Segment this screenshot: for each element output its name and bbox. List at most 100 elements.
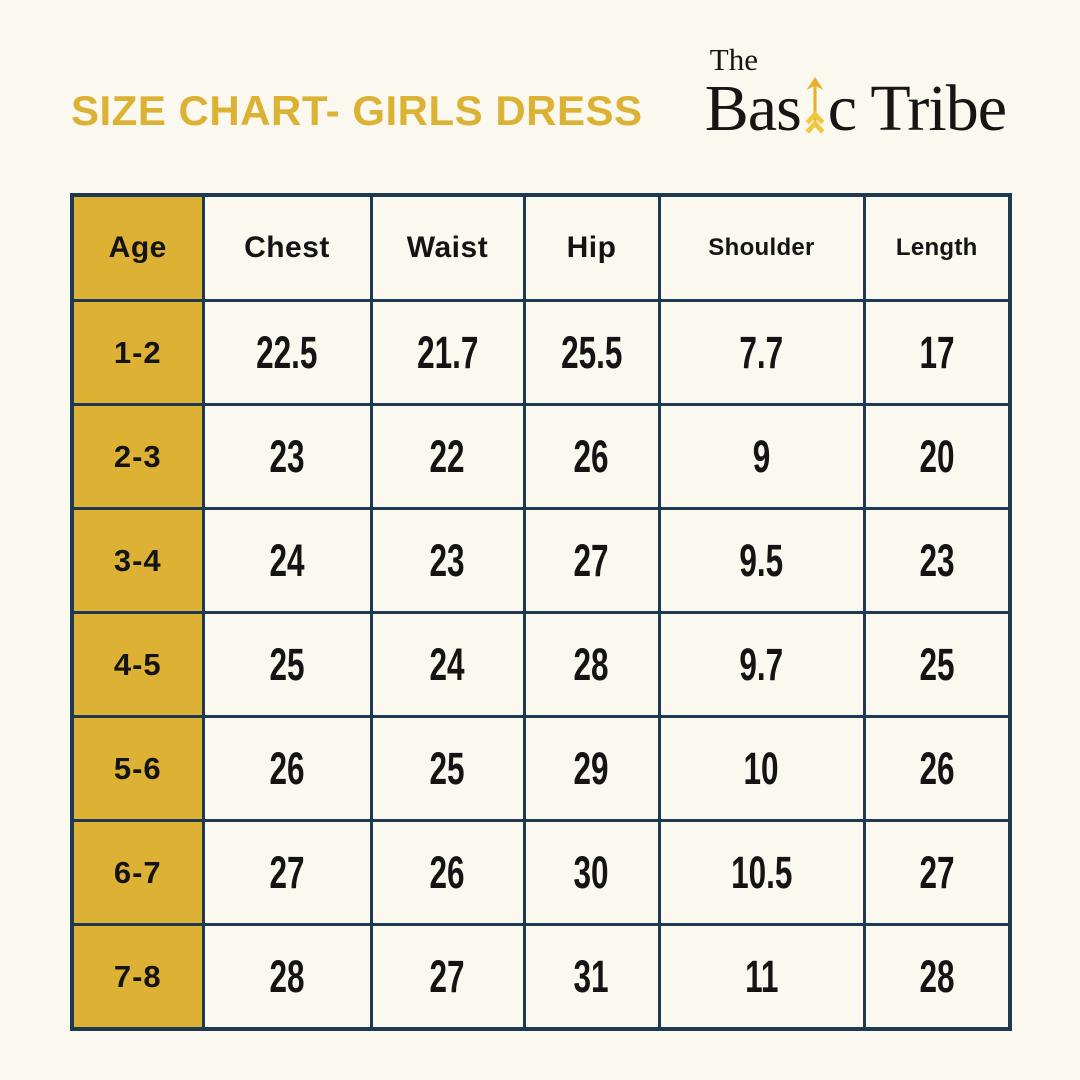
cell-value: 4-5 bbox=[113, 646, 162, 682]
waist-cell: 21.7 bbox=[369, 299, 526, 406]
cell-value: 17 bbox=[919, 326, 955, 378]
shoulder-cell: 10 bbox=[657, 715, 866, 822]
chest-cell: 28 bbox=[201, 923, 373, 1031]
cell-value: 25 bbox=[269, 638, 305, 690]
age-cell: 1-2 bbox=[70, 299, 205, 406]
waist-cell: 27 bbox=[369, 923, 526, 1031]
chest-cell: 27 bbox=[201, 819, 373, 926]
table-row: 7-8 28 27 31 11 28 bbox=[70, 923, 1012, 1031]
waist-cell: 23 bbox=[369, 507, 526, 614]
table-row: 1-2 22.5 21.7 25.5 7.7 17 bbox=[70, 299, 1012, 406]
cell-value: 31 bbox=[573, 950, 610, 1002]
brand-logo-name: Bas c Tribe bbox=[705, 76, 1007, 142]
chest-cell: 23 bbox=[201, 403, 373, 510]
cell-value: 25 bbox=[429, 742, 466, 794]
size-chart-table: Age Chest Waist Hip Shoulder Length 1-2 … bbox=[70, 193, 1012, 1031]
chest-cell: 25 bbox=[201, 611, 373, 718]
cell-value: 28 bbox=[919, 950, 955, 1002]
length-cell: 26 bbox=[862, 715, 1012, 822]
column-header-shoulder: Shoulder bbox=[657, 193, 866, 302]
cell-value: 2-3 bbox=[113, 438, 162, 474]
shoulder-cell: 9.7 bbox=[657, 611, 866, 718]
page-title: SIZE CHART- GIRLS DRESS bbox=[71, 87, 643, 134]
cell-value: 23 bbox=[919, 534, 955, 586]
cell-value: 22.5 bbox=[256, 326, 318, 378]
column-header-length: Length bbox=[862, 193, 1012, 302]
cell-value: 30 bbox=[573, 846, 610, 898]
cell-value: 29 bbox=[573, 742, 610, 794]
chest-cell: 24 bbox=[201, 507, 373, 614]
column-header-waist: Waist bbox=[369, 193, 526, 302]
brand-logo-name-left: Bas bbox=[704, 72, 802, 145]
cell-value: 28 bbox=[573, 638, 610, 690]
shoulder-cell: 10.5 bbox=[657, 819, 866, 926]
cell-value: 24 bbox=[269, 534, 305, 586]
hip-cell: 30 bbox=[522, 819, 661, 926]
brand-logo-name-right: c Tribe bbox=[827, 72, 1007, 145]
age-cell: 5-6 bbox=[70, 715, 205, 822]
cell-value: 23 bbox=[269, 430, 305, 482]
table-row: 6-7 27 26 30 10.5 27 bbox=[70, 819, 1012, 926]
length-cell: 27 bbox=[862, 819, 1012, 926]
shoulder-cell: 9 bbox=[657, 403, 866, 510]
length-cell: 28 bbox=[862, 923, 1012, 1031]
hip-cell: 28 bbox=[522, 611, 661, 718]
length-cell: 23 bbox=[862, 507, 1012, 614]
cell-value: 24 bbox=[429, 638, 466, 690]
cell-value: 7.7 bbox=[739, 326, 784, 378]
column-header-age: Age bbox=[70, 193, 205, 302]
cell-value: 21.7 bbox=[416, 326, 479, 378]
waist-cell: 25 bbox=[369, 715, 526, 822]
length-cell: 20 bbox=[862, 403, 1012, 510]
cell-value: 23 bbox=[429, 534, 466, 586]
cell-value: 27 bbox=[429, 950, 466, 1002]
table-row: 4-5 25 24 28 9.7 25 bbox=[70, 611, 1012, 718]
cell-value: 6-7 bbox=[113, 854, 162, 890]
cell-value: 25.5 bbox=[560, 326, 623, 378]
length-cell: 17 bbox=[862, 299, 1012, 406]
hip-cell: 26 bbox=[522, 403, 661, 510]
hip-cell: 31 bbox=[522, 923, 661, 1031]
column-header-hip: Hip bbox=[522, 193, 661, 302]
cell-value: 26 bbox=[429, 846, 466, 898]
cell-value: 1-2 bbox=[113, 334, 162, 370]
length-cell: 25 bbox=[862, 611, 1012, 718]
shoulder-cell: 9.5 bbox=[657, 507, 866, 614]
waist-cell: 26 bbox=[369, 819, 526, 926]
cell-value: 9 bbox=[752, 430, 771, 482]
table-row: 5-6 26 25 29 10 26 bbox=[70, 715, 1012, 822]
cell-value: 9.5 bbox=[739, 534, 784, 586]
cell-value: 7-8 bbox=[113, 958, 162, 994]
cell-value: 11 bbox=[744, 950, 779, 1002]
cell-value: 26 bbox=[573, 430, 610, 482]
hip-cell: 25.5 bbox=[522, 299, 661, 406]
table-row: 3-4 24 23 27 9.5 23 bbox=[70, 507, 1012, 614]
cell-value: 26 bbox=[919, 742, 955, 794]
age-cell: 4-5 bbox=[70, 611, 205, 718]
waist-cell: 24 bbox=[369, 611, 526, 718]
table-header-row: Age Chest Waist Hip Shoulder Length bbox=[70, 193, 1012, 302]
cell-value: 27 bbox=[919, 846, 955, 898]
cell-value: 26 bbox=[269, 742, 305, 794]
gold-up-arrow-icon bbox=[805, 77, 825, 134]
cell-value: 27 bbox=[573, 534, 610, 586]
cell-value: 25 bbox=[919, 638, 955, 690]
column-header-chest: Chest bbox=[201, 193, 373, 302]
age-cell: 3-4 bbox=[70, 507, 205, 614]
chest-cell: 22.5 bbox=[201, 299, 373, 406]
cell-value: 22 bbox=[429, 430, 466, 482]
cell-value: 10 bbox=[743, 742, 780, 794]
table-row: 2-3 23 22 26 9 20 bbox=[70, 403, 1012, 510]
shoulder-cell: 7.7 bbox=[657, 299, 866, 406]
hip-cell: 29 bbox=[522, 715, 661, 822]
age-cell: 6-7 bbox=[70, 819, 205, 926]
cell-value: 20 bbox=[919, 430, 955, 482]
brand-logo: The Bas c Tribe bbox=[705, 42, 1007, 142]
waist-cell: 22 bbox=[369, 403, 526, 510]
shoulder-cell: 11 bbox=[657, 923, 866, 1031]
cell-value: 27 bbox=[269, 846, 305, 898]
cell-value: 5-6 bbox=[113, 750, 162, 786]
cell-value: 9.7 bbox=[739, 638, 784, 690]
brand-logo-the: The bbox=[709, 42, 758, 77]
